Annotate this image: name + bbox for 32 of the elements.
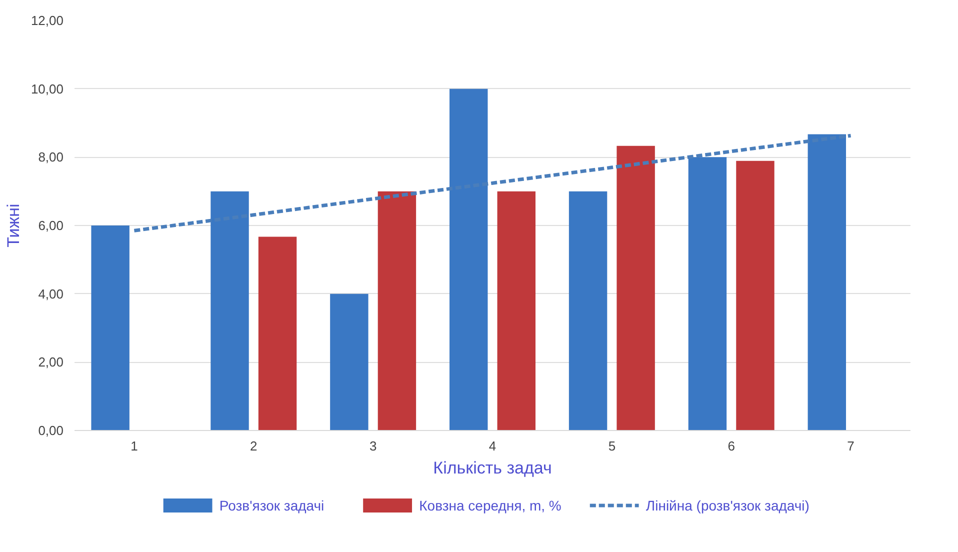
bar: [450, 88, 488, 430]
y-tick-label: 0,00: [38, 423, 64, 438]
bar: [688, 157, 727, 430]
x-tick-label: 2: [250, 438, 258, 454]
bar: [258, 236, 297, 430]
bar: [736, 160, 774, 430]
y-tick-label: 2,00: [38, 354, 64, 370]
bar: [210, 191, 249, 430]
legend-label: Розв'язок задачі: [219, 498, 324, 514]
x-tick-label: 7: [847, 438, 854, 454]
legend-label: Лінійна (розв'язок задачі): [646, 498, 810, 514]
x-tick-label: 5: [608, 438, 616, 454]
y-tick-label: 12,00: [30, 13, 64, 28]
x-axis-title: Кількість задач: [433, 458, 552, 478]
x-tick-label: 3: [369, 438, 377, 454]
bar: [91, 226, 130, 430]
bar: [808, 134, 846, 430]
x-tick-label: 4: [488, 438, 496, 454]
y-axis-title: Тижні: [4, 204, 23, 248]
bar: [568, 191, 608, 430]
y-tick-label: 10,00: [30, 81, 64, 96]
x-tick-label: 6: [728, 438, 735, 454]
y-tick-label: 4,00: [38, 286, 64, 302]
bar: [330, 294, 368, 430]
y-tick-label: 6,00: [38, 218, 64, 233]
bar: [378, 191, 416, 430]
y-tick-label: 8,00: [38, 150, 64, 165]
x-tick-label: 1: [130, 438, 138, 454]
bar: [616, 146, 655, 430]
line-series: [132, 134, 853, 232]
legend-label: Ковзна середня, m, %: [419, 498, 562, 514]
bar: [497, 191, 536, 430]
